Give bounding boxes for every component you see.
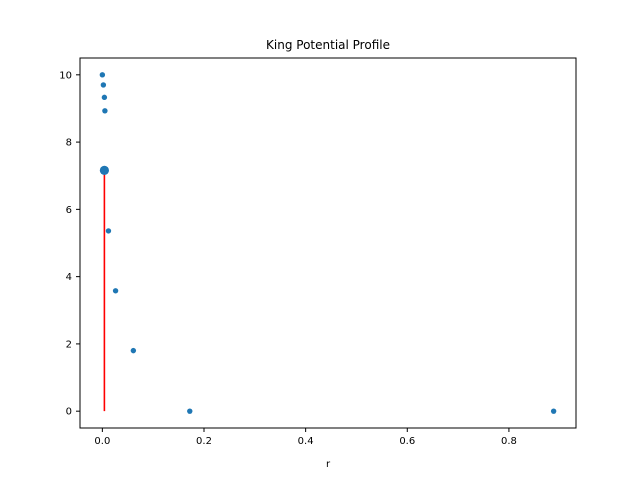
data-marks	[99, 72, 557, 414]
y-tick-label: 4	[66, 272, 72, 283]
x-tick-label: 0.4	[298, 436, 314, 447]
chart-title: King Potential Profile	[266, 38, 390, 52]
scatter-point	[100, 82, 107, 88]
highlight-point	[99, 165, 109, 175]
x-tick-label: 0.0	[94, 436, 110, 447]
y-tick-label: 2	[66, 339, 72, 350]
scatter-point	[102, 108, 108, 114]
x-tick-label: 0.8	[501, 436, 517, 447]
x-tick-label: 0.6	[399, 436, 415, 447]
scatter-point	[550, 408, 557, 414]
scatter-point	[112, 288, 119, 294]
scatter-point	[130, 347, 137, 354]
x-axis-ticks: 0.0 0.2 0.4 0.6 0.8	[94, 428, 517, 447]
y-tick-label: 0	[66, 407, 72, 418]
scatter-point	[99, 72, 106, 78]
y-tick-label: 6	[66, 205, 72, 216]
scatter-point	[187, 408, 193, 414]
plot-frame	[79, 57, 577, 429]
x-axis-label: r	[326, 459, 331, 470]
x-tick-label: 0.2	[196, 436, 212, 447]
plot-area	[80, 58, 576, 428]
y-tick-label: 10	[59, 70, 72, 81]
scatter-point	[105, 228, 112, 234]
y-tick-label: 8	[66, 138, 72, 149]
y-axis-ticks: 0 2 4 6 8 10	[59, 70, 80, 418]
scatter-point	[101, 94, 108, 101]
